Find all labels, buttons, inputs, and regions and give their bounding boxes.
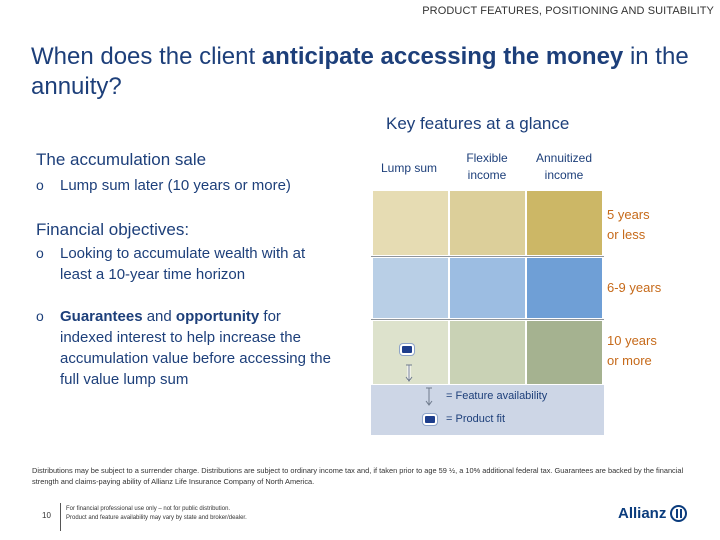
cell-10yr-annuitized — [527, 321, 602, 384]
cell-6-9yr-flexible — [450, 258, 525, 318]
page-number: 10 — [42, 511, 51, 520]
legend-feature-availability: = Feature availability — [446, 390, 548, 402]
cell-5yr-lump-sum — [373, 191, 448, 255]
row-label-5-years: 5 years or less — [607, 205, 650, 245]
bullet-mark: o — [36, 308, 44, 324]
title-bold: anticipate accessing the money — [261, 43, 624, 70]
bullet-mark: o — [36, 245, 44, 261]
legend-box — [371, 385, 604, 435]
left-panel: The accumulation sale o Lump sum later (… — [36, 150, 336, 390]
cell-6-9yr-lump-sum — [373, 258, 448, 318]
row-label-6-9-years: 6-9 years — [607, 278, 661, 298]
column-header-text: income — [467, 168, 507, 182]
list-item: o Lump sum later (10 years or more) — [36, 175, 336, 196]
list-item-text: Lump sum later (10 years or more) — [60, 177, 291, 194]
column-header-flexible-income: Flexible income — [449, 150, 525, 184]
title-part2: in the annuity? — [31, 43, 689, 100]
list-item: o Looking to accumulate wealth with at l… — [36, 243, 336, 285]
logo-text: Allianz — [618, 505, 667, 522]
column-header-lump-sum: Lump sum — [372, 160, 446, 177]
cell-6-9yr-annuitized — [527, 258, 602, 318]
row-label-10-years: 10 years or more — [607, 331, 657, 371]
product-fit-marker — [400, 344, 414, 355]
legend-product-fit: = Product fit — [446, 413, 506, 425]
key-features-title: Key features at a glance — [386, 114, 570, 133]
row-label-text: 5 years — [607, 207, 650, 222]
accumulation-sale-heading: The accumulation sale — [36, 150, 207, 169]
cell-5yr-flexible — [450, 191, 525, 255]
page-title: When does the client anticipate accessin… — [31, 42, 691, 102]
row-label-text: or less — [607, 227, 646, 242]
list-item-text: for indexed interest to help increase th… — [60, 308, 331, 388]
financial-objectives-heading: Financial objectives: — [36, 220, 190, 239]
row-divider — [371, 256, 604, 257]
row-label-text: 10 years — [607, 333, 657, 348]
row-label-text: 6-9 years — [607, 280, 662, 295]
list-item: o Guarantees and opportunity for indexed… — [36, 306, 336, 390]
column-header-text: Flexible — [466, 151, 508, 165]
header-section-tag: PRODUCT FEATURES, POSITIONING AND SUITAB… — [422, 5, 714, 17]
list-item-text: Looking to accumulate wealth with at lea… — [60, 245, 306, 283]
cell-10yr-flexible — [450, 321, 525, 384]
column-header-annuitized-income: Annuitized income — [526, 150, 602, 184]
opportunity-bold: opportunity — [175, 308, 260, 325]
row-label-text: or more — [607, 353, 652, 368]
allianz-logo: Allianz — [618, 505, 688, 522]
feature-availability-arrow-icon — [405, 364, 413, 382]
footer-disclaimer: For financial professional use only – no… — [66, 505, 247, 523]
guarantees-bold: Guarantees — [60, 308, 143, 325]
product-fit-legend-icon — [423, 414, 437, 425]
bullet-mark: o — [36, 177, 44, 193]
footnote: Distributions may be subject to a surren… — [32, 466, 684, 486]
cell-5yr-annuitized — [527, 191, 602, 255]
column-header-text: Annuitized — [535, 151, 593, 165]
title-part1: When does the client — [31, 43, 262, 70]
column-header-text: income — [544, 168, 584, 182]
disclaimer-line: For financial professional use only – no… — [66, 506, 231, 512]
row-divider — [371, 319, 604, 320]
list-item-text: and — [142, 308, 176, 325]
eagle-logo-icon — [670, 505, 688, 522]
footer-divider — [60, 503, 61, 531]
disclaimer-line: Product and feature availability may var… — [66, 515, 247, 521]
column-header-text: Lump sum — [380, 161, 438, 175]
feature-availability-legend-icon — [425, 387, 433, 406]
